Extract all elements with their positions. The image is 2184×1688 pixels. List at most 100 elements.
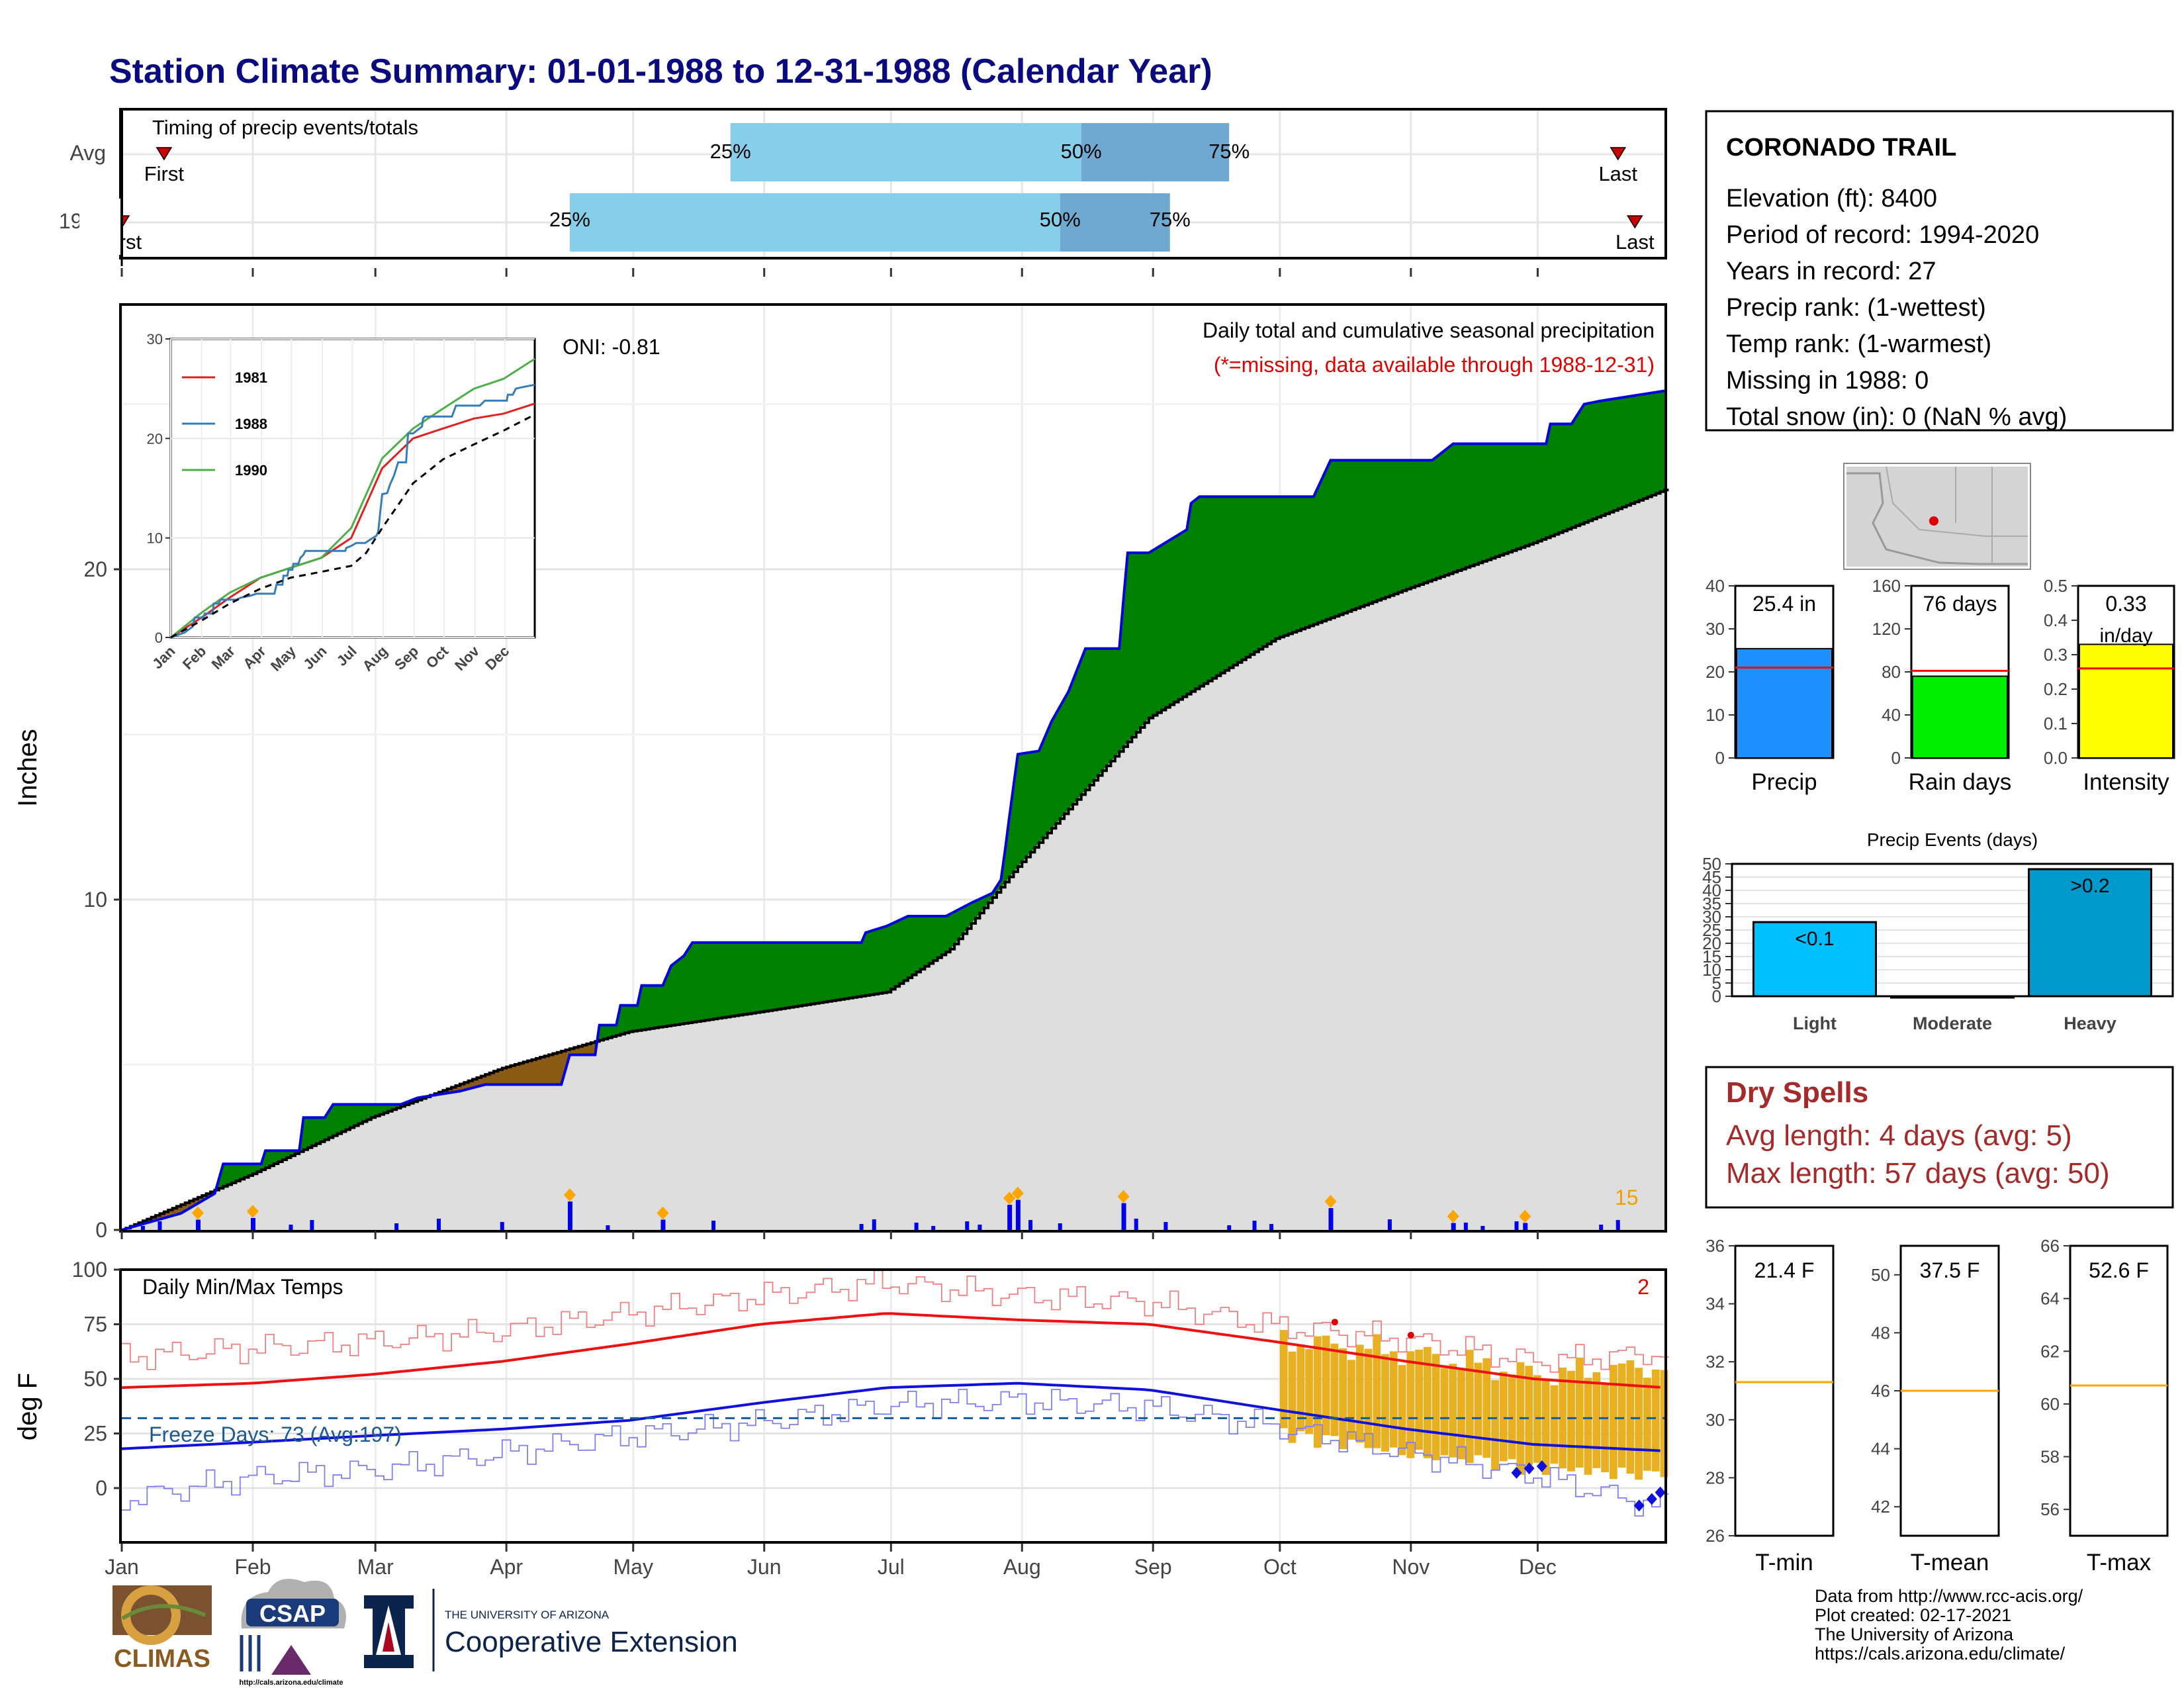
cumulative-diff-fill <box>1283 496 1289 636</box>
cumulative-diff-fill <box>1148 549 1154 719</box>
summary-bar-label: 76 days <box>1923 592 1997 616</box>
temp-ytick-label: 100 <box>72 1258 107 1282</box>
temp-summary-label: 52.6 F <box>2089 1258 2149 1282</box>
precip-panel: Daily total and cumulative seasonal prec… <box>13 268 1669 1242</box>
cumulative-diff-fill <box>628 1005 634 1033</box>
cumulative-diff-fill <box>1381 459 1386 600</box>
cumulative-diff-fill <box>1626 395 1631 506</box>
cumulative-diff-fill <box>1571 416 1576 528</box>
cumulative-diff-fill <box>624 1005 629 1034</box>
cumulative-diff-fill <box>1482 443 1488 562</box>
temp-anomaly-bar <box>1550 1385 1559 1464</box>
precip-events-frame <box>1731 863 2174 998</box>
cumulative-diff-fill <box>1575 409 1580 527</box>
dry-spells-max: Max length: 57 days (avg: 50) <box>1726 1157 2110 1190</box>
cumulative-diff-fill <box>535 1056 541 1085</box>
cumulative-diff-fill <box>349 1103 355 1129</box>
precip-events-ytick-label: 15 <box>1702 947 1721 966</box>
summary-ytick-label: 0 <box>1891 748 1901 768</box>
summary-bar-name: Precip <box>1751 769 1817 795</box>
temp-summary-ytick-label: 30 <box>1706 1410 1725 1430</box>
cumulative-diff-fill <box>345 1103 351 1131</box>
temp-count-label: 2 <box>1637 1275 1649 1299</box>
daily-precip-bar <box>1058 1223 1062 1230</box>
cumulative-diff-fill <box>734 942 739 1017</box>
cumulative-diff-fill <box>1127 552 1132 743</box>
cumulative-diff-fill <box>1351 459 1357 611</box>
daily-precip-bar <box>1252 1221 1257 1230</box>
cumulative-diff-fill <box>1237 496 1242 663</box>
cumulative-diff-fill <box>1343 459 1348 614</box>
daily-precip-bar <box>140 1226 145 1230</box>
cumulative-diff-fill <box>1432 456 1437 581</box>
temp-anomaly-bar <box>1288 1351 1297 1443</box>
cumulative-diff-fill <box>679 955 684 1025</box>
summary-bar-name: Intensity <box>2083 769 2169 795</box>
temp-anomaly-bar <box>1567 1370 1575 1472</box>
timing-pct-label: 75% <box>1150 208 1191 231</box>
station-info-line: Total snow (in): 0 (NaN % avg) <box>1726 403 2067 431</box>
temp-summary-ytick-label: 64 <box>2040 1289 2060 1309</box>
cumulative-diff-fill <box>1584 402 1589 523</box>
temp-summary-ytick-label: 48 <box>1871 1323 1890 1342</box>
precip-events-ytick-label: 50 <box>1702 854 1721 874</box>
cumulative-diff-fill <box>1643 393 1648 499</box>
daily-precip-bar <box>1463 1223 1468 1230</box>
cumulative-diff-fill <box>709 942 714 1020</box>
daily-precip-bar <box>1523 1223 1528 1230</box>
cumulative-diff-fill <box>1300 496 1306 630</box>
summary-bar-label-unit: in/day <box>2099 625 2152 647</box>
cumulative-diff-fill <box>1017 753 1023 868</box>
cumulative-diff-fill <box>1465 443 1471 569</box>
cumulative-diff-fill <box>1520 443 1525 548</box>
temp-anomaly-bar <box>1525 1366 1533 1465</box>
cumulative-diff-fill <box>768 942 773 1011</box>
cumulative-diff-fill <box>895 919 900 988</box>
cumulative-diff-fill <box>945 913 951 953</box>
cumulative-diff-fill <box>633 1005 638 1032</box>
daily-precip-bar <box>1134 1219 1138 1230</box>
last-event-label: Last <box>1615 230 1655 254</box>
cumulative-diff-fill <box>911 915 917 976</box>
summary-ytick-label: 0 <box>1715 748 1725 768</box>
cumulative-diff-fill <box>1402 459 1407 592</box>
record-high-marker <box>1407 1332 1414 1338</box>
cumulative-diff-fill <box>1486 443 1492 561</box>
cumulative-diff-fill <box>527 1059 532 1085</box>
precip-events-bar-label: >0.2 <box>2070 875 2109 897</box>
month-label: Nov <box>1392 1555 1430 1579</box>
cumulative-diff-fill <box>1292 496 1297 633</box>
inset-average-line <box>170 413 535 639</box>
cumulative-diff-fill <box>1182 529 1187 698</box>
cumulative-diff-fill <box>1563 423 1568 532</box>
temp-ytick-label: 25 <box>83 1422 107 1446</box>
summary-ytick-label: 40 <box>1882 705 1901 725</box>
climas-logo: CLIMAS <box>113 1585 212 1673</box>
cumulative-diff-fill <box>1106 648 1111 767</box>
temp-anomaly-bar <box>1575 1357 1584 1468</box>
cumulative-diff-fill <box>1647 392 1653 498</box>
credit-line: https://cals.arizona.edu/climate/ <box>1815 1644 2066 1664</box>
daily-precip-bar <box>1451 1223 1456 1230</box>
daily-precip-marker <box>191 1206 204 1220</box>
daily-precip-bar <box>500 1222 504 1230</box>
cumulative-diff-fill <box>1258 496 1263 650</box>
cumulative-diff-fill <box>747 942 752 1015</box>
temp-ytick-label: 75 <box>83 1313 107 1336</box>
summary-bar-label: 0.33 <box>2105 592 2146 616</box>
cumulative-diff-fill <box>1550 423 1555 537</box>
cumulative-diff-fill <box>320 1117 326 1143</box>
cumulative-diff-fill <box>890 921 896 990</box>
cumulative-diff-fill <box>797 942 803 1007</box>
temp-anomaly-bar <box>1339 1348 1347 1450</box>
cumulative-diff-fill <box>539 1055 545 1085</box>
cumulative-diff-fill <box>1469 443 1475 567</box>
precip-count-label: 15 <box>1615 1186 1639 1209</box>
temp-anomaly-bar <box>1617 1363 1626 1468</box>
summary-bar-value <box>1912 675 2008 759</box>
summary-ytick-label: 20 <box>1706 662 1725 682</box>
summary-ytick-label: 0.3 <box>2044 645 2068 665</box>
ua-big-text: Cooperative Extension <box>445 1626 738 1658</box>
last-event-marker <box>1626 215 1643 229</box>
temp-summary-ytick-label: 62 <box>2040 1341 2060 1361</box>
